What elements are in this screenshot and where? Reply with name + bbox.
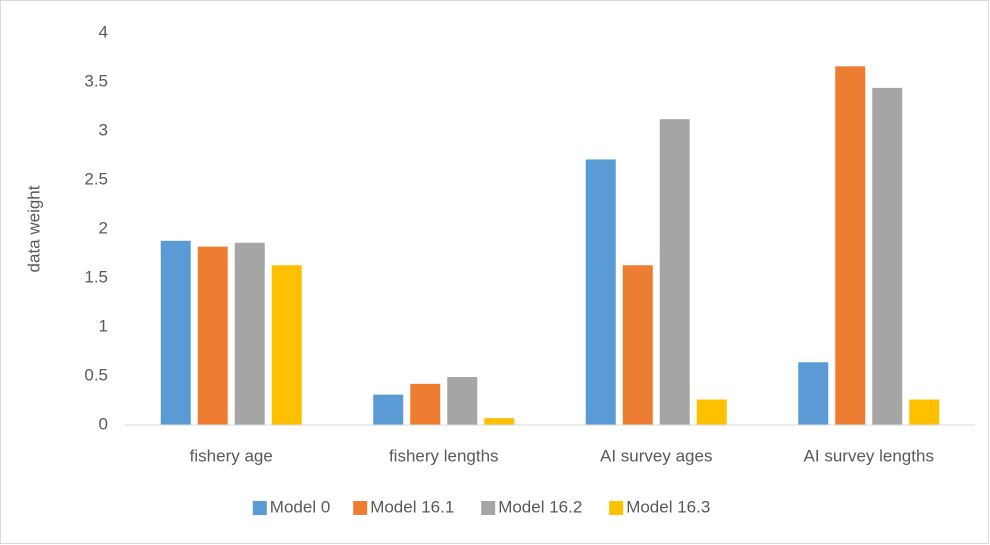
legend-swatch (252, 501, 267, 515)
legend-label: Model 16.1 (370, 497, 454, 516)
bar (872, 87, 903, 425)
bar (160, 240, 191, 425)
y-tick-label: 3 (99, 120, 108, 139)
legend-label: Model 0 (270, 497, 330, 516)
y-tick-label: 1 (99, 316, 108, 335)
y-tick-label: 4 (99, 22, 108, 41)
bar (659, 119, 690, 426)
x-tick-label: AI survey ages (600, 446, 712, 465)
x-tick-label: AI survey lengths (804, 446, 934, 465)
bar (373, 394, 404, 425)
bar (234, 242, 265, 425)
y-tick-label: 1.5 (84, 267, 108, 286)
bar (271, 265, 302, 425)
x-tick-label: fishery lengths (389, 446, 499, 465)
bar (197, 246, 228, 425)
bar (696, 399, 727, 425)
y-tick-label: 2.5 (84, 169, 108, 188)
y-tick-label: 2 (99, 218, 108, 237)
x-tick-label: fishery age (190, 446, 273, 465)
bar (484, 418, 515, 425)
bar (585, 159, 616, 426)
y-tick-label: 3.5 (84, 71, 108, 90)
y-tick-label: 0 (99, 414, 108, 433)
bar (835, 66, 866, 425)
y-tick-label: 0.5 (84, 365, 108, 384)
bar (622, 265, 653, 425)
legend-label: Model 16.2 (498, 497, 582, 516)
legend-swatch (609, 501, 624, 515)
bar (798, 362, 829, 425)
bar (909, 399, 940, 425)
legend-swatch (353, 501, 368, 515)
bar (447, 376, 478, 425)
y-axis-label: data weight (24, 185, 43, 272)
legend-swatch (481, 501, 496, 515)
legend-label: Model 16.3 (626, 497, 710, 516)
bar (410, 383, 441, 425)
